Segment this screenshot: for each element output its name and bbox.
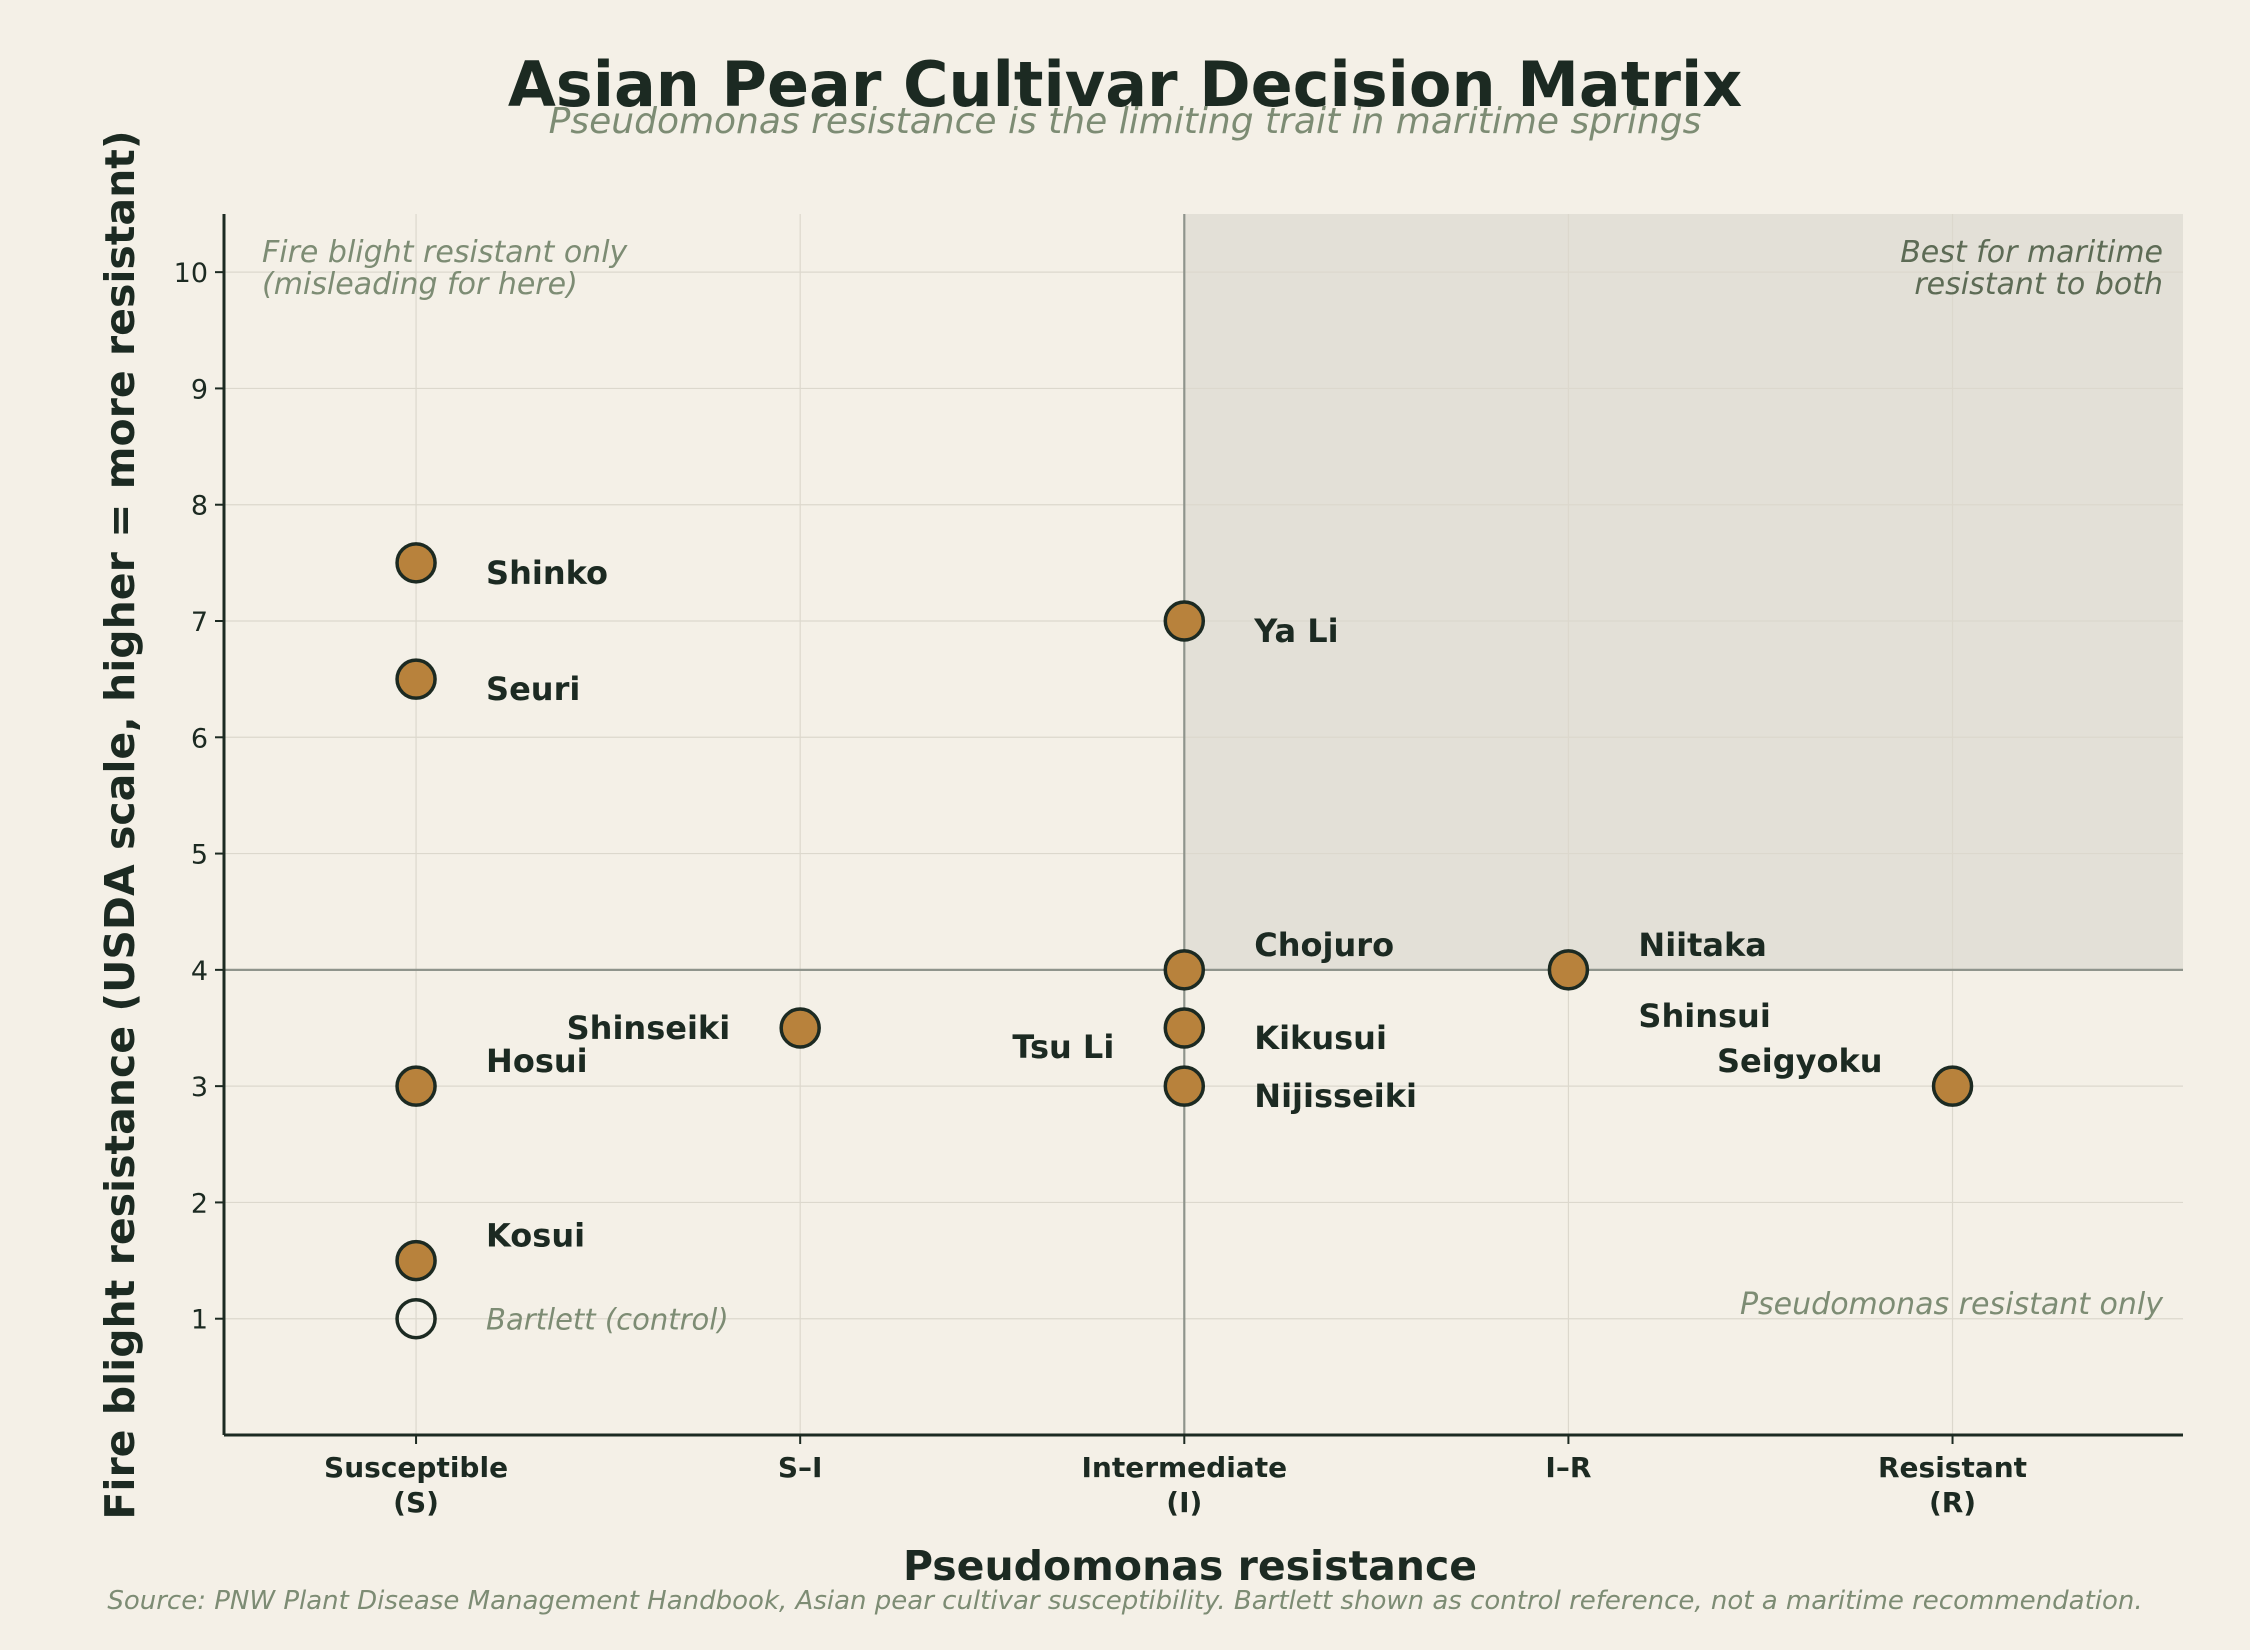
- point-label: Shinseiki: [567, 1009, 731, 1047]
- y-tick-label: 8: [191, 491, 208, 522]
- point-label: Ya Li: [1253, 612, 1338, 650]
- quadrant-note-top-left: Fire blight resistant only: [262, 235, 629, 270]
- point-label: Hosui: [486, 1042, 588, 1080]
- x-axis-label: Pseudomonas resistance: [903, 1542, 1477, 1590]
- data-point: [395, 658, 437, 700]
- data-point: [779, 1007, 821, 1049]
- data-point: [1163, 600, 1206, 642]
- best-zone: [1184, 214, 2183, 970]
- x-tick-label: Susceptible: [324, 1451, 508, 1484]
- data-point: [1163, 949, 1206, 991]
- point-label: Bartlett (control): [486, 1303, 729, 1337]
- y-tick-label: 10: [174, 258, 208, 289]
- chart-subtitle: Pseudomonas resistance is the limiting t…: [549, 101, 1702, 142]
- point-label: Shinsui: [1638, 997, 1770, 1035]
- y-tick-label: 2: [191, 1188, 208, 1219]
- y-tick-label: 3: [191, 1072, 208, 1103]
- control-point: [395, 1297, 437, 1340]
- point-label: Seuri: [486, 670, 580, 708]
- y-tick-label: 4: [191, 956, 208, 987]
- data-point: [1547, 949, 1590, 991]
- x-tick-label: (S): [393, 1486, 439, 1519]
- x-tick-label: S–I: [778, 1451, 823, 1484]
- point-label: Tsu Li: [1012, 1028, 1114, 1066]
- y-tick-label: 1: [191, 1305, 208, 1336]
- quadrant-note-bottom-right: Pseudomonas resistant only: [1740, 1287, 2164, 1322]
- x-tick-label: (R): [1929, 1486, 1976, 1519]
- point-label: Seigyoku: [1717, 1042, 1883, 1080]
- data-point: [395, 1239, 437, 1282]
- quadrant-note-top-left: (misleading for here): [262, 267, 578, 302]
- y-tick-label: 9: [191, 374, 208, 405]
- data-point: [395, 542, 437, 584]
- y-axis-label: Fire blight resistance (USDA scale, high…: [96, 130, 144, 1519]
- point-label: Shinko: [486, 554, 608, 592]
- x-tick-label: (I): [1166, 1486, 1202, 1519]
- source-note: Source: PNW Plant Disease Management Han…: [107, 1586, 2142, 1616]
- data-point: [1931, 1065, 1974, 1107]
- plot-area: 1 2 3 4 5 6 7 8 9 10 Susceptible(S) S–I Intermediate…: [174, 214, 2183, 1519]
- y-tick-label: 7: [191, 607, 208, 638]
- x-tick-label: Intermediate: [1081, 1451, 1287, 1484]
- x-tick-label: I–R: [1545, 1451, 1591, 1484]
- point-label: Kikusui: [1254, 1019, 1387, 1057]
- quadrant-note-top-right: Best for maritime: [1900, 235, 2163, 270]
- data-point: [395, 1065, 437, 1107]
- point-label: Niitaka: [1638, 926, 1766, 964]
- data-point: [1163, 1007, 1206, 1049]
- point-label: Kosui: [486, 1217, 585, 1255]
- point-label: Nijisseiki: [1254, 1077, 1417, 1115]
- point-label: Chojuro: [1254, 926, 1394, 964]
- y-tick-label: 5: [191, 840, 208, 871]
- chart-title: Asian Pear Cultivar Decision Matrix: [508, 48, 1742, 121]
- x-tick-label: Resistant: [1878, 1451, 2027, 1484]
- y-tick-label: 6: [191, 723, 208, 754]
- quadrant-note-top-right: resistant to both: [1914, 267, 2163, 302]
- data-point: [1163, 1065, 1206, 1107]
